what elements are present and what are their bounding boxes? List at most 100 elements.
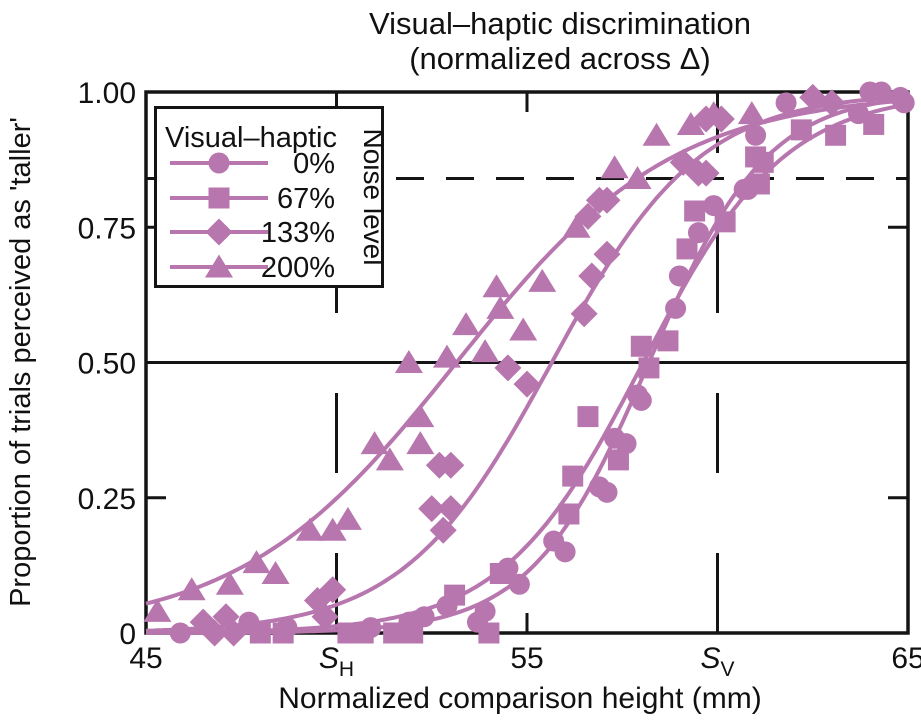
data-point-circle — [436, 595, 458, 617]
data-point-square — [714, 211, 736, 233]
data-point-diamond — [201, 619, 229, 647]
data-point-triangle — [562, 214, 591, 238]
data-point-diamond — [707, 105, 735, 133]
data-point-square — [676, 238, 698, 260]
data-point-triangle — [406, 404, 435, 428]
data-point-circle — [360, 617, 382, 639]
y-tick-label: 1.00 — [78, 77, 136, 110]
legend-marker-diamond — [205, 218, 233, 246]
data-point-circle — [893, 92, 915, 114]
data-point-triangle — [432, 344, 461, 368]
data-point-diamond — [494, 354, 522, 382]
legend-entry-label: 67% — [277, 183, 335, 215]
data-point-triangle — [360, 431, 389, 455]
legend: 0%67%133%200% Visual–haptic Noise level — [154, 106, 389, 288]
series-0pct — [169, 81, 915, 644]
data-point-circle — [665, 297, 687, 319]
data-point-diamond — [593, 240, 621, 268]
data-point-square — [630, 335, 652, 357]
data-point-square — [863, 113, 885, 135]
x-tick-label: 55 — [510, 642, 543, 675]
x-tick-label: 45 — [129, 642, 162, 675]
data-point-triangle — [482, 274, 511, 298]
y-tick-label: 0.50 — [78, 348, 136, 381]
data-point-diamond — [593, 186, 621, 214]
data-point-square — [684, 200, 706, 222]
data-point-triangle — [737, 101, 766, 125]
data-point-triangle — [143, 598, 172, 622]
data-point-triangle — [509, 317, 538, 341]
data-point-diamond — [429, 516, 457, 544]
data-point-diamond — [578, 262, 606, 290]
legend-entries: 0%67%133%200% — [154, 106, 384, 288]
data-point-circle — [737, 178, 759, 200]
series-133pct — [189, 83, 846, 647]
series-200pct — [143, 101, 766, 622]
data-point-triangle — [406, 431, 435, 455]
data-point-diamond — [311, 603, 339, 631]
data-point-triangle — [295, 517, 324, 541]
data-point-diamond — [799, 83, 827, 111]
data-point-circle — [847, 103, 869, 125]
data-point-square — [383, 622, 405, 644]
curve-200pct — [145, 98, 909, 606]
y-axis-label: Proportion of trials perceived as 'talle… — [5, 117, 37, 607]
data-point-circle — [870, 81, 892, 103]
data-point-triangle — [215, 571, 244, 595]
data-point-triangle — [676, 111, 705, 135]
data-point-diamond — [319, 576, 347, 604]
legend-entry-label: 133% — [261, 217, 335, 249]
data-point-triangle — [242, 550, 271, 574]
data-point-triangle — [375, 447, 404, 471]
data-point-circle — [169, 622, 191, 644]
data-point-diamond — [574, 202, 602, 230]
data-point-diamond — [692, 105, 720, 133]
chart-title-line1: Visual–haptic discrimination — [369, 6, 751, 41]
data-point-square — [790, 119, 812, 141]
data-point-diamond — [437, 451, 465, 479]
data-point-circle — [413, 606, 435, 628]
data-point-triangle — [623, 166, 652, 190]
data-point-diamond — [570, 300, 598, 328]
data-point-square — [825, 124, 847, 146]
y-tick-label: 0 — [119, 618, 136, 651]
data-point-square — [752, 151, 774, 173]
curve-133pct — [145, 94, 909, 633]
chart-title-line2: (normalized across Δ) — [409, 41, 711, 76]
legend-side-label: Noise level — [358, 129, 389, 266]
data-point-circle — [703, 195, 725, 217]
x-tick-label: 65 — [891, 642, 921, 675]
data-point-circle — [745, 124, 767, 146]
data-point-triangle — [528, 268, 557, 292]
data-point-diamond — [437, 495, 465, 523]
data-point-triangle — [600, 155, 629, 179]
legend-marker-square — [208, 187, 230, 209]
data-point-triangle — [394, 350, 423, 373]
data-point-circle — [630, 389, 652, 411]
y-tick-label: 0.75 — [78, 212, 136, 245]
legend-marker-triangle — [205, 254, 233, 278]
legend-entry-label: 0% — [293, 148, 335, 180]
data-point-diamond — [418, 495, 446, 523]
x-tick-label: SV — [700, 642, 734, 681]
x-tick-label: SH — [319, 642, 354, 681]
series-67pct — [249, 113, 885, 644]
data-point-triangle — [471, 339, 500, 363]
x-axis-label: Normalized comparison height (mm) — [278, 682, 762, 715]
data-point-triangle — [318, 517, 347, 541]
data-point-triangle — [177, 577, 206, 601]
data-point-square — [607, 449, 629, 471]
data-point-circle — [276, 617, 298, 639]
data-point-circle — [238, 611, 260, 633]
data-point-triangle — [452, 312, 481, 336]
data-point-square — [638, 357, 660, 379]
data-point-circle — [596, 481, 618, 503]
data-point-diamond — [818, 89, 846, 117]
data-point-circle — [668, 265, 690, 287]
data-point-square — [562, 465, 584, 487]
data-point-circle — [687, 222, 709, 244]
data-point-triangle — [642, 122, 671, 146]
data-point-triangle — [486, 295, 515, 319]
